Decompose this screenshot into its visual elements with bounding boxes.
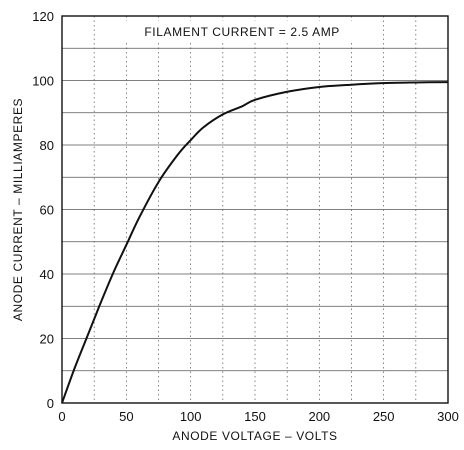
annotation-background <box>120 21 365 43</box>
y-tick-label: 40 <box>40 267 54 282</box>
y-tick-label: 60 <box>40 203 54 218</box>
x-tick-label: 50 <box>119 409 133 424</box>
x-tick-label: 100 <box>180 409 202 424</box>
grid <box>61 15 449 404</box>
tick-labels: 0 50 100 150 200 250 300 0 20 40 60 80 100 120 <box>32 9 459 424</box>
x-tick-label: 0 <box>58 409 65 424</box>
x-tick-label: 250 <box>373 409 395 424</box>
y-tick-label: 100 <box>32 74 54 89</box>
annotation-box: FILAMENT CURRENT = 2.5 AMP <box>120 21 365 43</box>
y-tick-label: 20 <box>40 332 54 347</box>
y-tick-label: 120 <box>32 9 54 24</box>
annotation-label: FILAMENT CURRENT = 2.5 AMP <box>144 25 340 39</box>
x-axis-title: ANODE VOLTAGE – VOLTS <box>172 429 337 443</box>
x-tick-label: 200 <box>308 409 330 424</box>
series-line <box>61 81 449 404</box>
y-axis-title: ANODE CURRENT – MILLIAMPERES <box>11 98 25 321</box>
x-tick-label: 150 <box>244 409 266 424</box>
plot-frame <box>61 15 449 404</box>
y-tick-label: 0 <box>47 396 54 411</box>
y-tick-label: 80 <box>40 138 54 153</box>
x-tick-label: 300 <box>437 409 459 424</box>
